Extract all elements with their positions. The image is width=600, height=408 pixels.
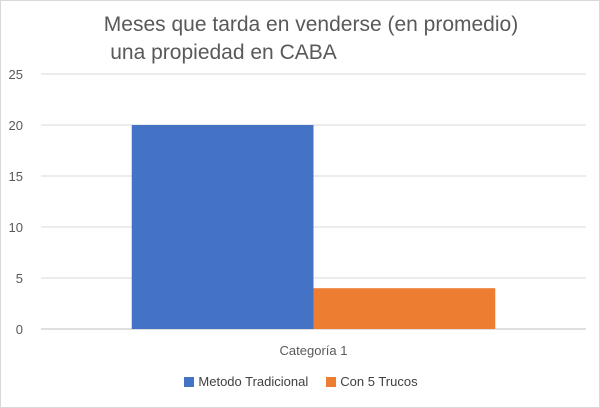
chart-title-line-2: una propiedad en CABA [110,41,337,64]
y-tick-label-25: 25 [9,67,23,82]
chart-title-line-1: Meses que tarda en venderse (en promedio… [103,13,519,36]
legend-item-con-5-trucos: Con 5 Trucos [326,374,418,389]
legend-swatch-con-5-trucos [326,376,337,387]
legend-item-metodo-tradicional: Metodo Tradicional [184,374,308,389]
y-tick-label-20: 20 [9,118,23,133]
y-tick-label-15: 15 [9,169,23,184]
legend: Metodo Tradicional Con 5 Trucos [1,374,600,389]
x-tick-label: Categoría 1 [280,343,348,358]
bar-con-5-trucos [313,288,496,329]
legend-label-metodo-tradicional: Metodo Tradicional [198,374,309,389]
y-tick-label-5: 5 [16,271,23,286]
chart-title: Meses que tarda en venderse (en promedio… [1,11,600,67]
legend-label-con-5-trucos: Con 5 Trucos [340,374,418,389]
legend-swatch-metodo-tradicional [184,376,195,387]
bar-metodo-tradicional [131,125,314,329]
y-tick-label-0: 0 [16,322,23,337]
y-tick-label-10: 10 [9,220,23,235]
plot-area: 0 5 10 15 20 25 Categoría 1 [9,67,586,358]
